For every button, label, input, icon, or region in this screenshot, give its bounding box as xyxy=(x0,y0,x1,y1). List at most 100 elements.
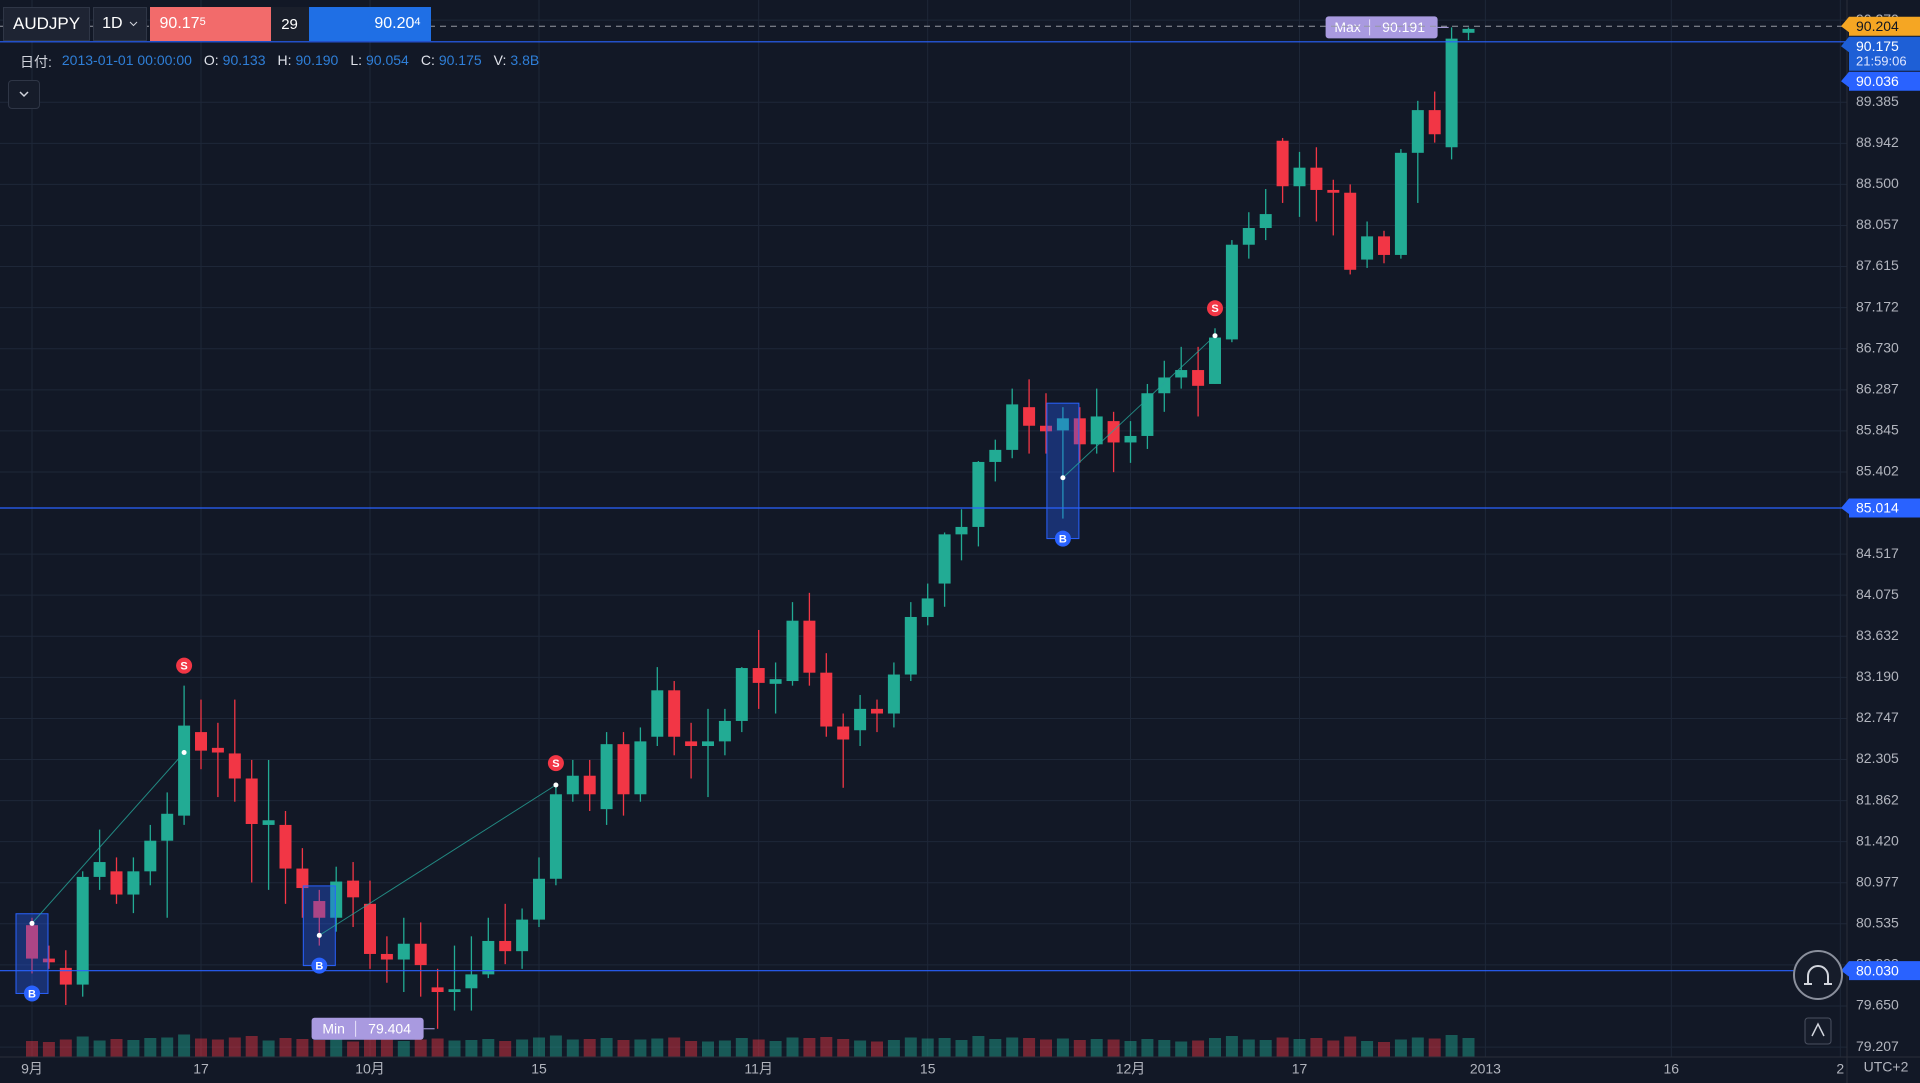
interval-button[interactable]: 1D xyxy=(93,7,147,41)
y-tick-label: 85.845 xyxy=(1856,422,1899,438)
x-tick-label: 15 xyxy=(920,1061,936,1077)
info-label: O: xyxy=(203,52,219,68)
symbol-button[interactable]: AUDJPY xyxy=(3,7,91,41)
sell-point xyxy=(1212,333,1218,339)
candle-body xyxy=(549,794,562,879)
volume-bar xyxy=(364,1037,376,1057)
volume-bar xyxy=(59,1039,72,1057)
candle-body xyxy=(1445,38,1458,148)
collapse-button[interactable] xyxy=(8,80,40,109)
price-tag xyxy=(1841,498,1920,518)
volume-bar xyxy=(989,1039,1002,1057)
candle-body xyxy=(938,534,951,584)
volume-bar xyxy=(1107,1039,1120,1057)
candle-body xyxy=(972,461,985,527)
buy-point xyxy=(1060,475,1066,481)
candle-body xyxy=(431,987,444,993)
candle-body xyxy=(296,868,309,889)
candle-body xyxy=(42,958,55,963)
volume-bar xyxy=(803,1038,816,1057)
magnet-button[interactable] xyxy=(1793,950,1843,1000)
timezone[interactable]: UTC+2 xyxy=(1864,1059,1909,1075)
ask-price: 90.20 xyxy=(374,15,415,32)
sell-label: S xyxy=(180,661,187,673)
candle-body xyxy=(516,919,529,952)
date-value: 2013-01-01 00:00:00 xyxy=(61,52,192,68)
volume-bar xyxy=(1124,1041,1137,1057)
candle-body xyxy=(1209,337,1221,384)
y-tick-label: 84.075 xyxy=(1856,586,1899,602)
price-tag xyxy=(1841,71,1920,91)
candle-body xyxy=(1040,425,1052,432)
buy-point xyxy=(29,920,35,926)
volume-bar xyxy=(786,1037,799,1057)
candle-body xyxy=(110,871,123,895)
candle-body xyxy=(752,668,765,683)
candle-body xyxy=(668,690,681,737)
x-tick-label: 17 xyxy=(1292,1061,1308,1077)
sell-label: S xyxy=(552,758,559,770)
candle-body xyxy=(634,741,647,795)
volume-bar xyxy=(634,1039,647,1057)
y-tick-label: 88.500 xyxy=(1856,175,1899,191)
auto-scale-button[interactable] xyxy=(1804,1017,1832,1045)
volume-bar xyxy=(1462,1038,1475,1057)
y-tick-label: 83.190 xyxy=(1856,668,1899,684)
plot-area: B B B S S S Max 90.191 Min 79.404 xyxy=(0,0,1847,1057)
candle-body xyxy=(1394,152,1407,255)
volume-bar xyxy=(617,1040,630,1057)
volume-bar xyxy=(76,1036,89,1057)
buy-badge xyxy=(24,985,40,1002)
chevron xyxy=(19,91,29,98)
ohlc-item: O: 90.133 xyxy=(204,52,266,72)
volume-bar xyxy=(42,1042,55,1057)
y-tick-label: 87.615 xyxy=(1856,257,1899,273)
candle-body xyxy=(414,943,427,966)
buy-badge xyxy=(1054,530,1071,547)
sell-badge xyxy=(176,657,193,674)
candle-body xyxy=(262,820,275,825)
sell-button[interactable]: 90.17 5 xyxy=(149,7,271,41)
candle-body xyxy=(871,708,883,714)
sell-point xyxy=(553,782,559,788)
buy-label: B xyxy=(1059,533,1067,545)
candle-body xyxy=(195,732,207,751)
buy-label: B xyxy=(28,988,36,1000)
candle-body xyxy=(769,679,782,684)
volume-bar xyxy=(1378,1042,1390,1057)
trade-line xyxy=(31,752,185,924)
candle-body xyxy=(1327,189,1340,193)
candle-body xyxy=(364,903,376,954)
volume-bar xyxy=(735,1038,748,1057)
candle-body xyxy=(1141,393,1154,436)
candle-body xyxy=(1344,192,1357,270)
min-value: 79.404 xyxy=(368,1020,411,1036)
symbol: AUDJPY xyxy=(13,14,81,33)
candle-body xyxy=(1259,214,1272,229)
candle-body xyxy=(820,672,833,727)
info-value: 3.8B xyxy=(510,52,540,68)
price-axis: 79.20779.65080.09280.53580.97781.42081.8… xyxy=(1841,11,1920,1054)
max-value: 90.191 xyxy=(1382,19,1425,35)
candle-body xyxy=(735,668,748,721)
buy-button[interactable]: 90.20 4 xyxy=(308,7,431,41)
volume-bar xyxy=(1141,1039,1154,1057)
candle-body xyxy=(178,725,191,816)
price-tag-label: 80.030 xyxy=(1856,962,1899,978)
sell-badge xyxy=(547,755,564,772)
volume-bar xyxy=(583,1039,596,1057)
candle-body xyxy=(921,598,934,617)
volume-bar xyxy=(904,1037,917,1057)
price-tag xyxy=(1841,961,1920,981)
y-tick-label: 88.057 xyxy=(1856,216,1899,232)
info-value: 90.054 xyxy=(366,52,409,68)
position-box xyxy=(302,885,336,967)
candle-body xyxy=(1310,167,1323,190)
candle-body xyxy=(1378,236,1390,255)
volume-bar xyxy=(516,1039,529,1057)
y-tick-label: 84.517 xyxy=(1856,545,1899,561)
y-tick-label: 89.385 xyxy=(1856,93,1899,109)
volume-bar xyxy=(702,1041,714,1057)
volume-bar xyxy=(1192,1040,1205,1057)
